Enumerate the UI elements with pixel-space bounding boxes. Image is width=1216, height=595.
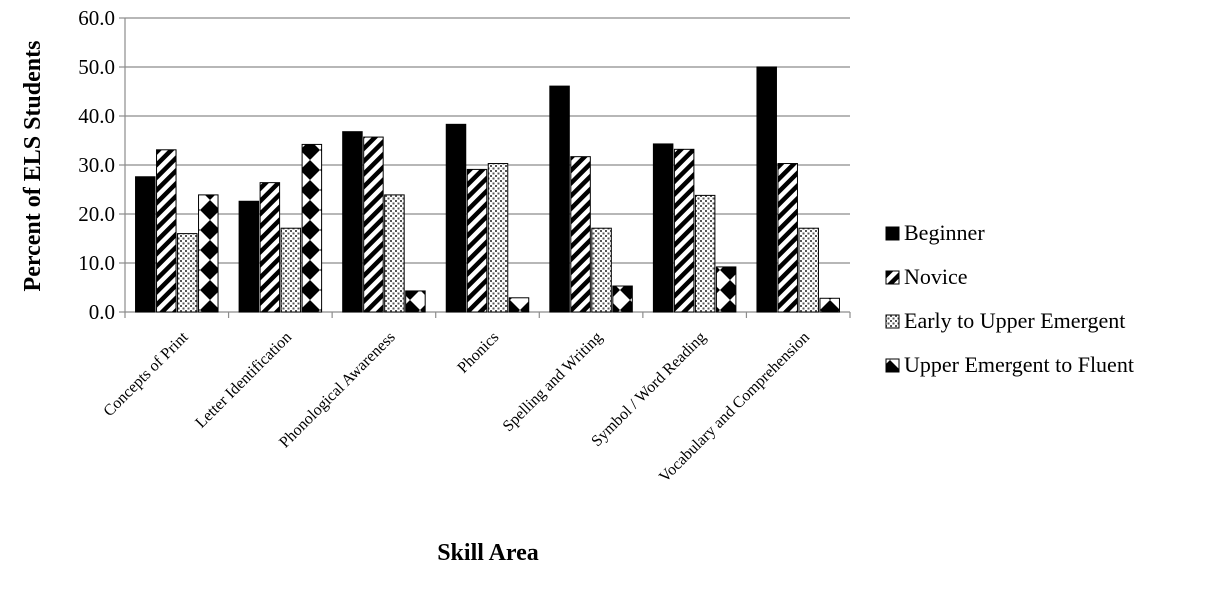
bar-beginner — [756, 66, 777, 313]
legend-swatch — [885, 358, 900, 373]
bar-upper-emergent-to-fluent — [715, 266, 737, 313]
bar-upper-emergent-to-fluent — [198, 194, 219, 313]
y-tick-label: 10.0 — [78, 251, 115, 275]
bar-early-to-upper-emergent — [384, 194, 405, 313]
x-category-labels: Concepts of Print Letter IdentificationPh… — [100, 328, 813, 485]
bar-upper-emergent-to-fluent — [301, 143, 323, 313]
bar-novice — [673, 148, 695, 313]
legend: Beginner Novice Early to Upper Emergent Upp… — [885, 220, 1134, 377]
bar-early-to-upper-emergent — [177, 233, 198, 313]
y-tick-label: 20.0 — [78, 202, 115, 226]
bar-novice — [466, 168, 488, 313]
y-tick-label: 0.0 — [89, 300, 115, 324]
y-tick-label: 50.0 — [78, 55, 115, 79]
bar-beginner — [445, 123, 467, 313]
bar-novice — [259, 182, 281, 313]
bar-upper-emergent-to-fluent — [612, 285, 633, 313]
legend-label: Upper Emergent to Fluent — [904, 352, 1134, 377]
bar-beginner — [549, 85, 570, 313]
bar-early-to-upper-emergent — [798, 227, 819, 313]
y-axis-title: Percent of ELS Students — [20, 41, 46, 292]
y-tick-label: 60.0 — [78, 6, 115, 30]
bars — [135, 66, 840, 313]
y-tick-labels: 0.0 10.0 20.0 30.0 40.0 50.0 60.0 — [78, 6, 115, 324]
bar-upper-emergent-to-fluent — [819, 297, 840, 313]
x-category-label: Spelling and Writing — [500, 329, 606, 435]
bar-early-to-upper-emergent — [591, 227, 612, 313]
gridlines — [125, 17, 850, 264]
x-category-label: Letter Identification — [192, 329, 295, 432]
bar-upper-emergent-to-fluent — [405, 290, 426, 313]
bar-beginner — [238, 200, 260, 313]
bar-upper-emergent-to-fluent — [508, 297, 530, 313]
bar-novice — [777, 163, 798, 313]
bar-early-to-upper-emergent — [280, 227, 302, 313]
y-tick-label: 40.0 — [78, 104, 115, 128]
legend-label: Novice — [904, 264, 968, 289]
x-category-label: Phonics — [454, 329, 502, 377]
legend-swatch — [885, 226, 900, 241]
bar-novice — [570, 156, 591, 313]
bar-early-to-upper-emergent — [694, 194, 716, 313]
legend-swatch — [885, 270, 900, 285]
bar-beginner — [342, 131, 363, 313]
bar-novice — [156, 149, 177, 313]
legend-label: Early to Upper Emergent — [904, 308, 1125, 333]
bar-beginner — [135, 176, 156, 313]
bar-beginner — [652, 143, 674, 313]
x-axis-title: Skill Area — [437, 540, 539, 566]
y-tick-label: 30.0 — [78, 153, 115, 177]
x-category-label: Concepts of Print — [100, 328, 192, 420]
legend-swatch — [885, 314, 900, 329]
x-category-label: Phonological Awareness — [276, 329, 399, 452]
legend-label: Beginner — [904, 220, 985, 245]
x-category-label: Symbol / Word Reading — [588, 329, 709, 450]
bar-early-to-upper-emergent — [487, 163, 509, 313]
bar-novice — [363, 136, 384, 313]
